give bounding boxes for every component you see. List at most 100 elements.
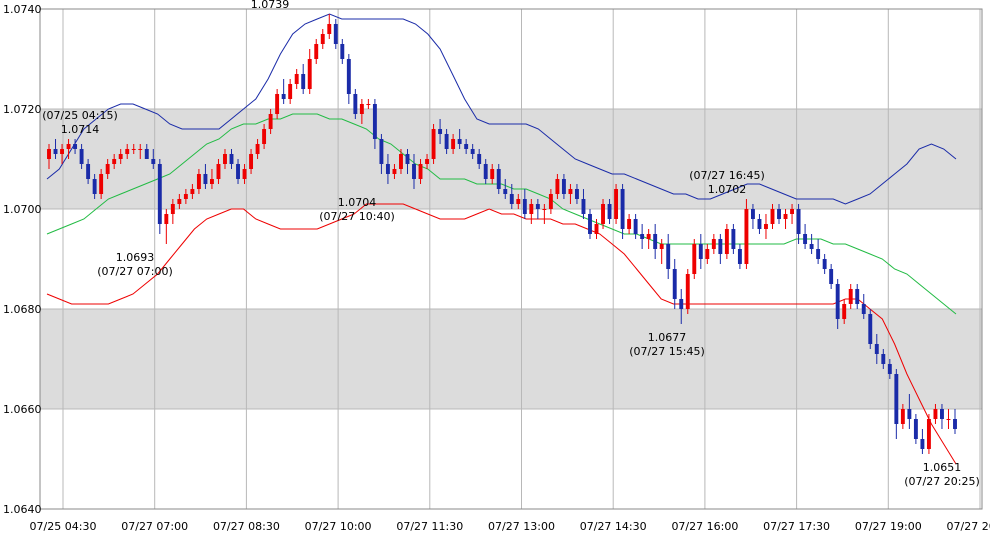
candle-body <box>353 94 358 114</box>
candle-body <box>953 419 957 429</box>
candle <box>262 124 267 149</box>
candle-body <box>561 179 566 194</box>
candle-body <box>594 224 599 234</box>
candle-body <box>451 139 456 149</box>
candle <box>372 99 377 149</box>
candle-body <box>548 194 553 209</box>
candle-body <box>99 174 104 194</box>
candle <box>112 154 117 169</box>
candle-body <box>724 229 729 254</box>
candle-body <box>301 74 306 89</box>
candle-body <box>327 24 332 34</box>
candle-body <box>438 129 443 134</box>
y-tick-label: 1.0680 <box>3 303 42 316</box>
candle-body <box>692 244 697 274</box>
candle-body <box>913 419 918 439</box>
candle <box>777 204 781 224</box>
candle <box>933 404 938 424</box>
candle-body <box>627 219 632 229</box>
candle-body <box>855 289 860 304</box>
candle <box>718 234 723 264</box>
y-axis: 1.0740 1.0720 1.0700 1.0680 1.0660 1.0640 <box>3 3 42 516</box>
candle <box>346 54 351 104</box>
candle <box>399 149 403 174</box>
candle <box>131 144 136 154</box>
y-tick-label: 1.0720 <box>3 103 42 116</box>
candle <box>281 79 286 104</box>
candle <box>848 284 853 309</box>
candle-body <box>542 209 547 210</box>
candle-body <box>718 239 723 254</box>
candle-body <box>581 199 586 214</box>
candle-body <box>138 149 143 150</box>
annotation-time: (07/27 07:00) <box>97 265 172 278</box>
candle <box>633 214 638 239</box>
candle-body <box>60 149 64 154</box>
candle <box>868 309 873 349</box>
candle-body <box>731 229 736 249</box>
candle-body <box>685 274 690 309</box>
candle <box>588 209 592 239</box>
candle <box>900 404 905 429</box>
candle <box>561 174 566 199</box>
candle <box>835 279 840 329</box>
candle-body <box>483 164 488 179</box>
candle <box>53 139 58 159</box>
price-annotations: (07/25 04:15)1.0714 (07/27 07:00)1.0693 (0… <box>42 0 979 488</box>
candle <box>913 414 918 444</box>
candle <box>490 164 495 184</box>
candle <box>705 244 710 264</box>
candle <box>614 184 619 224</box>
candle <box>607 199 612 224</box>
annotation-time: (07/27 15:45) <box>629 345 704 358</box>
grid-lines <box>39 8 983 510</box>
candle-body <box>209 179 214 184</box>
candle-body <box>92 179 97 194</box>
candle-body <box>372 104 377 139</box>
candle-body <box>464 144 469 149</box>
candle-body <box>568 189 573 194</box>
annotation-price: 1.0693 <box>116 251 155 264</box>
x-tick-label: 07/25 04:30 <box>30 520 97 533</box>
x-tick-label: 07/27 11:30 <box>396 520 463 533</box>
candle <box>340 39 345 64</box>
candle <box>555 174 560 199</box>
y-tick-label: 1.0660 <box>3 403 42 416</box>
candle-body <box>907 409 912 419</box>
candle-body <box>405 154 410 164</box>
candle <box>516 194 521 209</box>
candle-body <box>196 174 201 189</box>
candle-body <box>646 234 651 239</box>
candle-body <box>366 104 371 105</box>
candle-body <box>431 129 436 159</box>
candle-body <box>900 409 905 424</box>
candle-body <box>125 149 130 154</box>
candle-body <box>379 139 384 164</box>
candle <box>770 204 775 229</box>
candle <box>229 149 234 169</box>
candle-body <box>144 149 149 159</box>
candle-body <box>229 154 234 164</box>
candle-body <box>946 419 951 420</box>
candle-body <box>607 204 612 219</box>
candle-body <box>385 164 390 174</box>
candle <box>73 139 78 154</box>
candle-body <box>470 149 475 154</box>
candle-body <box>262 129 267 144</box>
annotation-time: (07/27 16:45) <box>689 169 764 182</box>
candle <box>535 199 540 219</box>
candle <box>483 159 488 184</box>
candle-body <box>835 284 840 319</box>
candle <box>803 224 808 249</box>
candle <box>105 159 110 179</box>
candle-body <box>170 204 175 214</box>
candle <box>196 169 201 194</box>
candle <box>86 159 91 184</box>
candle <box>216 159 221 184</box>
candle-body <box>333 24 338 44</box>
candle <box>249 149 254 174</box>
candle-body <box>881 354 886 364</box>
candle-body <box>496 169 501 189</box>
candle-body <box>268 114 273 129</box>
candle <box>750 204 755 229</box>
